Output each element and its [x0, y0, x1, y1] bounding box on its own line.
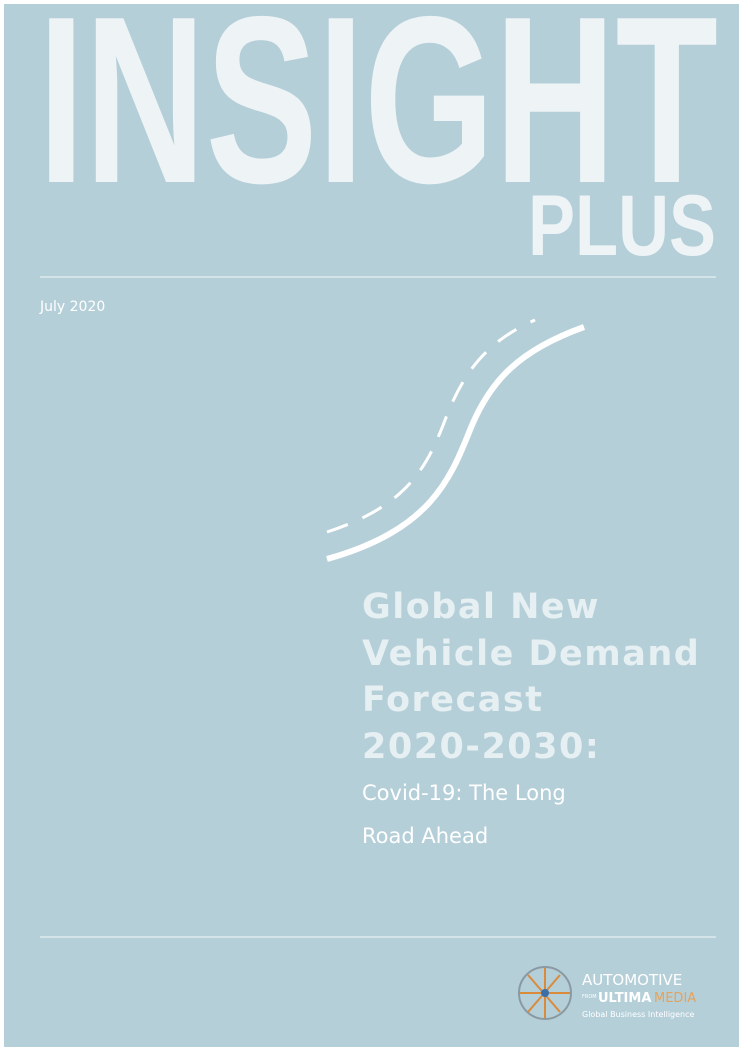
report-title: Vehicle Demand	[362, 634, 700, 674]
report-subtitle: Road Ahead	[362, 824, 488, 848]
logo: AUTOMOTIVE FROM ULTIMA MEDIA Global Busi…	[519, 967, 696, 1019]
report-title: Forecast	[362, 680, 543, 720]
logo-from: FROM	[582, 994, 597, 1000]
report-title: 2020-2030:	[362, 727, 600, 767]
logo-brand: ULTIMA	[598, 991, 651, 1006]
report-title: Global New	[362, 587, 600, 627]
date: July 2020	[39, 299, 105, 315]
logo-dot	[541, 989, 549, 997]
brand-subtitle: PLUS	[528, 178, 716, 274]
report-subtitle: Covid-19: The Long	[362, 781, 566, 805]
logo-brand-light: MEDIA	[654, 991, 696, 1006]
logo-name: AUTOMOTIVE	[582, 971, 682, 989]
logo-tagline: Global Business Intelligence	[582, 1010, 695, 1019]
cover: INSIGHT PLUS July 2020 Global New Vehicl…	[0, 0, 743, 1051]
